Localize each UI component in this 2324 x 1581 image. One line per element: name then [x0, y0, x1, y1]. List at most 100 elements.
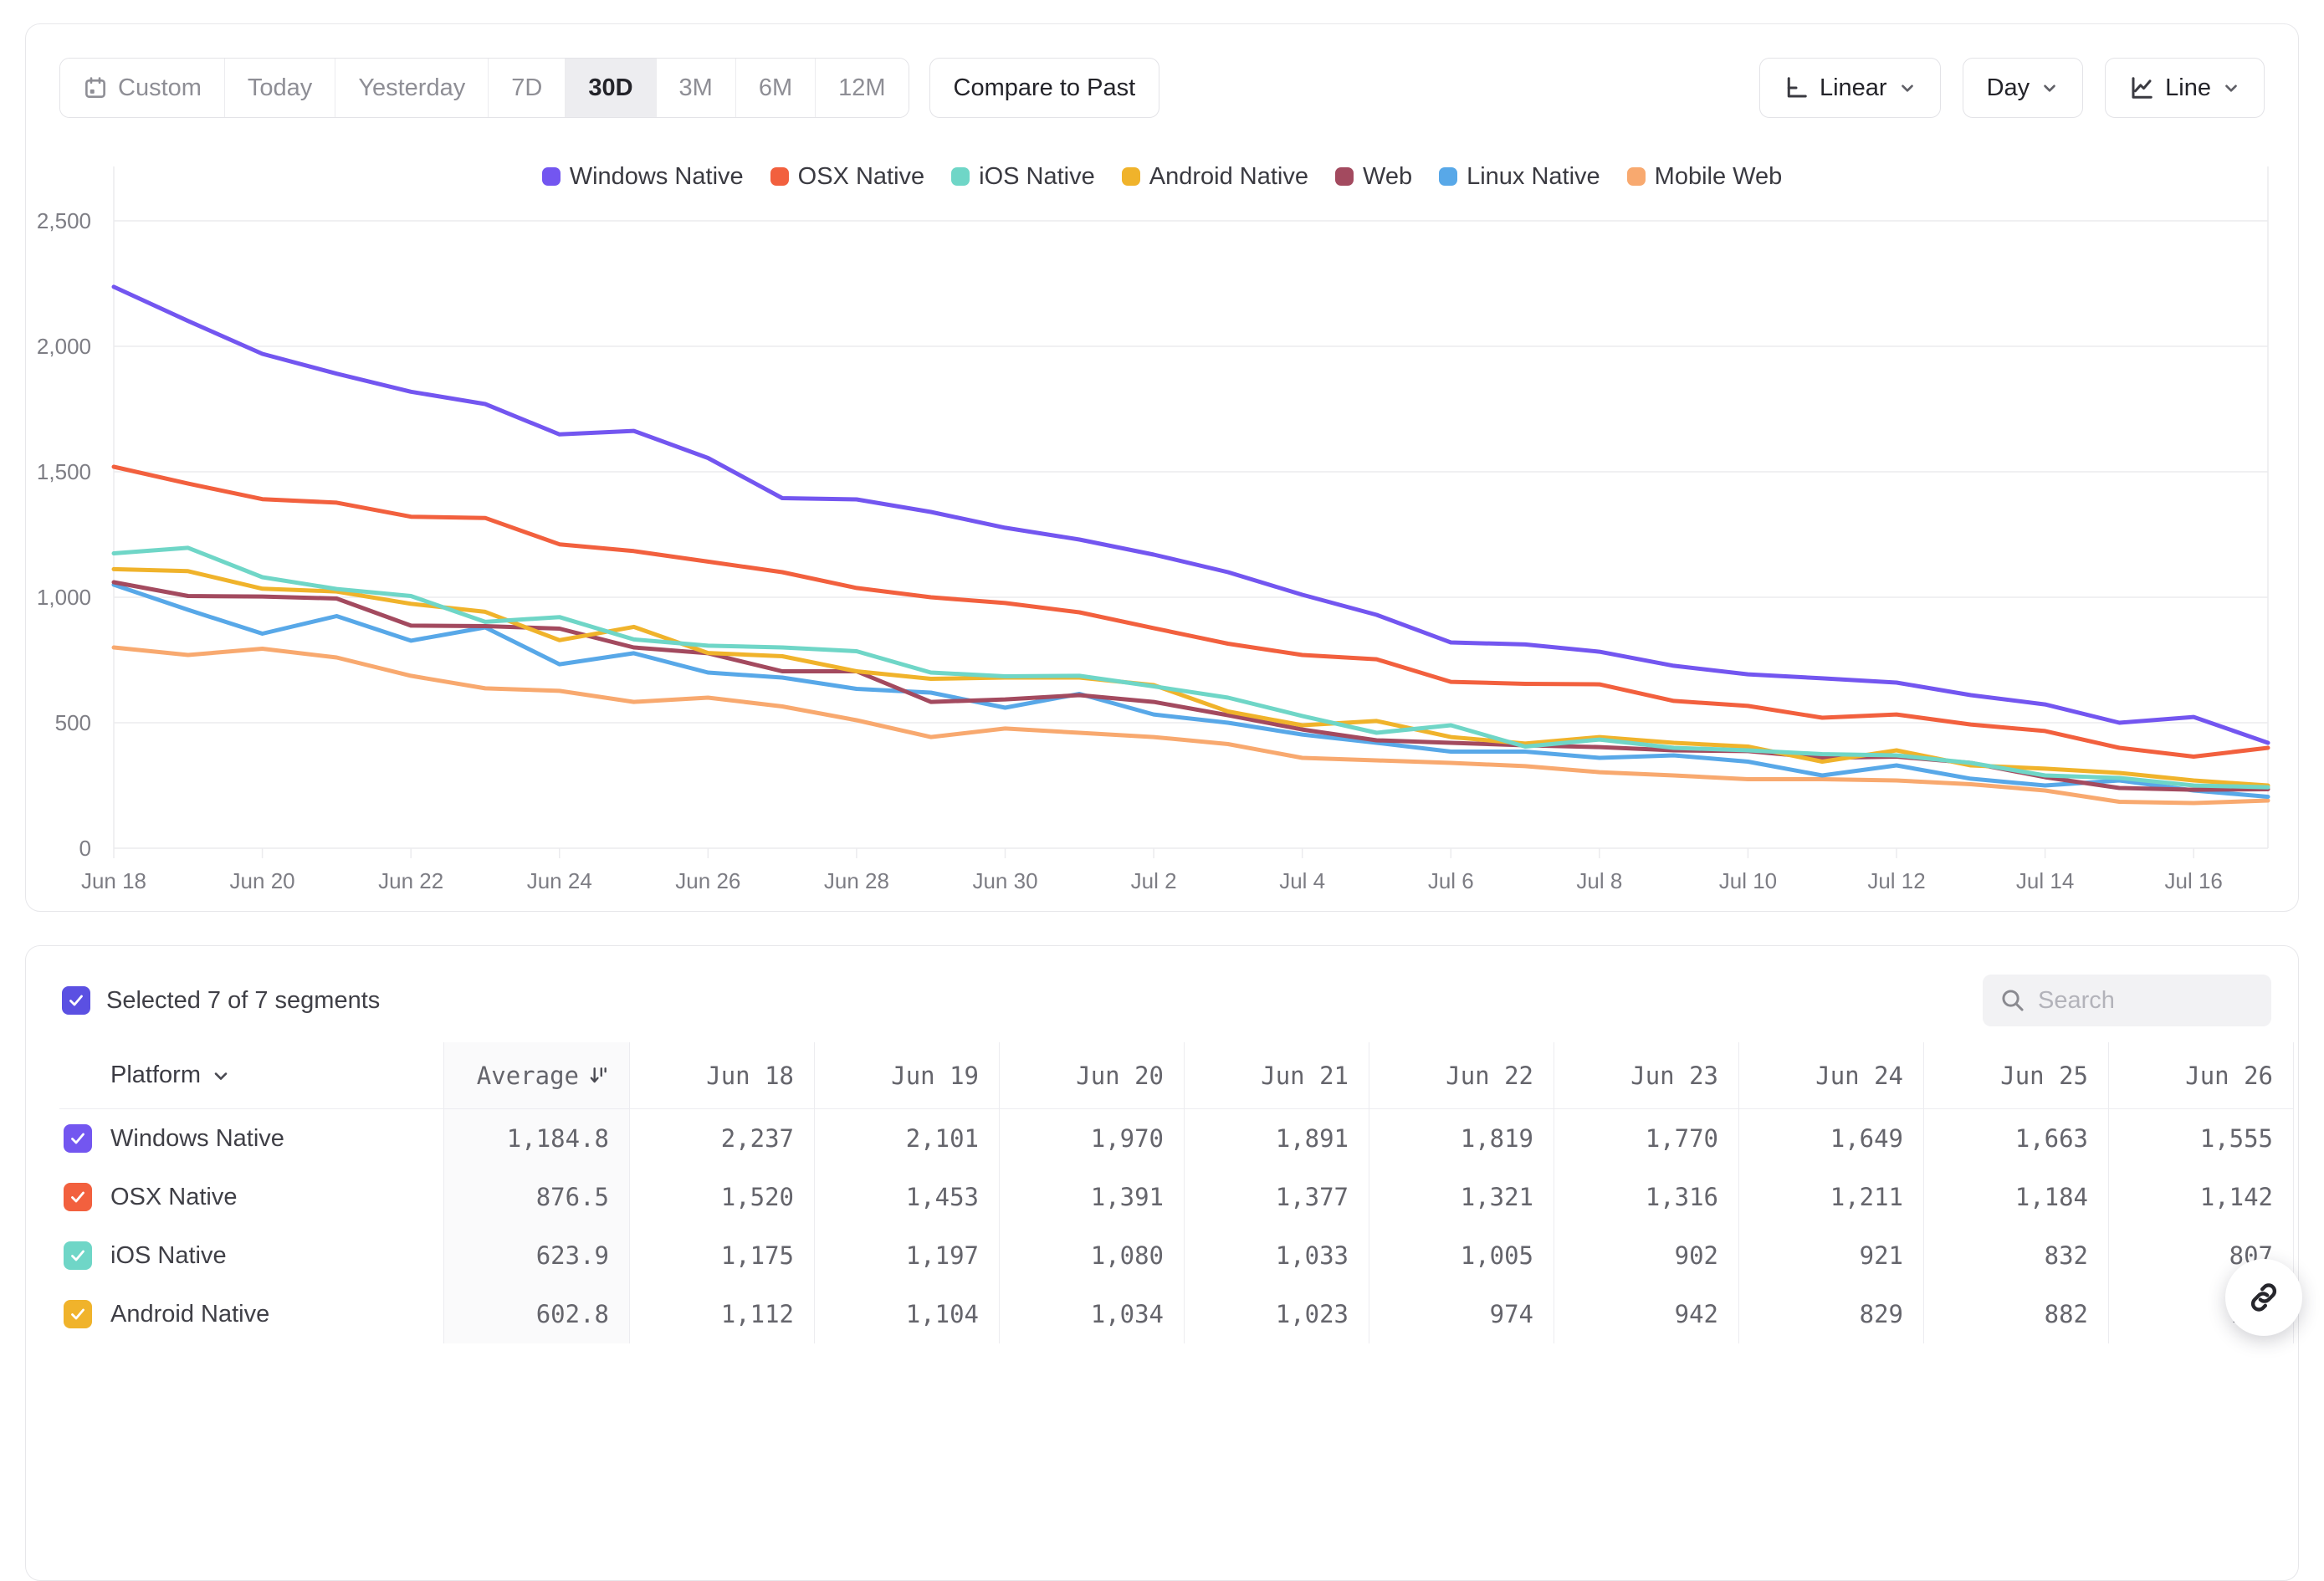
series-line-mobile-web[interactable]	[111, 645, 2270, 806]
chevron-down-icon	[214, 1072, 228, 1080]
value-cell: 1,211	[1739, 1168, 1924, 1226]
chart-type-dropdown-label: Line	[2165, 74, 2211, 101]
value-cell: 1,453	[815, 1168, 1000, 1226]
x-axis-label: Jul 6	[1428, 868, 1474, 893]
value-cell: 1,005	[1369, 1226, 1554, 1285]
range-label: 12M	[838, 74, 886, 101]
range-30d[interactable]: 30D	[565, 59, 656, 117]
legend-label: Linux Native	[1467, 162, 1600, 190]
chevron-down-icon	[1901, 84, 1913, 92]
range-label: Today	[247, 74, 313, 101]
date-column-header[interactable]: Jun 19	[815, 1042, 1000, 1109]
chart-card: Custom Today Yesterday 7D 30D 3M 6M 12M Compare…	[25, 23, 2299, 912]
value-cell: 1,033	[1185, 1226, 1369, 1285]
date-column-header[interactable]: Jun 25	[1924, 1042, 2109, 1109]
scale-dropdown-label: Linear	[1819, 74, 1887, 101]
range-3m[interactable]: 3M	[655, 59, 735, 117]
value-cell: 1,555	[2109, 1109, 2294, 1168]
legend-label: Web	[1362, 162, 1413, 190]
share-link-button[interactable]	[2225, 1259, 2302, 1336]
date-column-header[interactable]: Jun 21	[1185, 1042, 1369, 1109]
value-cell: 1,391	[1000, 1168, 1185, 1226]
legend-color-chip	[951, 167, 970, 186]
x-axis-label: Jun 30	[972, 868, 1037, 893]
date-column-header[interactable]: Jun 23	[1554, 1042, 1739, 1109]
date-column-header[interactable]: Jun 24	[1739, 1042, 1924, 1109]
series-line-android-native[interactable]	[111, 566, 2270, 788]
series-line-linux-native[interactable]	[111, 582, 2270, 799]
value-cell: 1,891	[1185, 1109, 1369, 1168]
range-12m[interactable]: 12M	[815, 59, 909, 117]
legend-item-ios-native[interactable]: iOS Native	[951, 163, 1095, 191]
legend-item-mobile-web[interactable]: Mobile Web	[1626, 162, 1783, 191]
value-cell: 1,175	[630, 1226, 815, 1285]
platform-name: OSX Native	[110, 1183, 238, 1210]
segment-search[interactable]	[1983, 975, 2271, 1026]
legend-color-chip	[1626, 167, 1646, 186]
compare-to-past-label: Compare to Past	[953, 74, 1136, 101]
x-axis-label: Jun 18	[81, 868, 146, 893]
range-label: Custom	[118, 74, 202, 101]
x-axis-label: Jul 16	[2165, 868, 2223, 893]
legend-color-chip	[770, 167, 789, 186]
legend-item-linux-native[interactable]: Linux Native	[1439, 163, 1600, 191]
platform-name: Android Native	[110, 1300, 270, 1328]
y-axis-label: 500	[55, 710, 91, 735]
date-column-header[interactable]: Jun 22	[1369, 1042, 1554, 1109]
series-line-osx-native[interactable]	[111, 464, 2270, 759]
range-label: 7D	[511, 74, 543, 101]
range-label: 30D	[588, 74, 633, 101]
range-custom[interactable]: Custom	[60, 59, 224, 117]
legend-item-android-native[interactable]: Android Native	[1121, 163, 1308, 191]
legend-item-osx-native[interactable]: OSX Native	[770, 163, 924, 191]
link-icon	[2250, 1283, 2277, 1312]
compare-to-past-button[interactable]: Compare to Past	[929, 58, 1160, 118]
segments-table-card: Selected 7 of 7 segments Platform Average…	[25, 945, 2299, 1581]
x-axis-label: Jul 8	[1576, 868, 1622, 893]
average-value-cell: 876.5	[444, 1168, 630, 1226]
check-icon	[71, 1133, 84, 1144]
search-icon	[2002, 990, 2024, 1011]
value-cell: 1,034	[1000, 1285, 1185, 1343]
value-cell: 1,649	[1739, 1109, 1924, 1168]
legend-label: Mobile Web	[1654, 162, 1783, 190]
range-today[interactable]: Today	[223, 59, 335, 117]
average-column-header[interactable]: Average	[444, 1042, 630, 1109]
date-column-header[interactable]: Jun 20	[1000, 1042, 1185, 1109]
x-axis-label: Jul 2	[1131, 868, 1177, 893]
value-cell: 974	[1369, 1285, 1554, 1343]
chevron-down-icon	[2225, 84, 2237, 92]
series-line-windows-native[interactable]	[111, 284, 2270, 745]
line-chart-icon	[2132, 77, 2153, 99]
legend-item-windows-native[interactable]: Windows Native	[541, 163, 744, 191]
range-7d[interactable]: 7D	[488, 59, 566, 117]
range-6m[interactable]: 6M	[735, 59, 816, 117]
table-row-platform: Windows Native	[59, 1109, 444, 1168]
row-checkbox[interactable]	[64, 1183, 92, 1211]
interval-dropdown[interactable]: Day	[1962, 58, 2084, 118]
search-input[interactable]	[2038, 986, 2239, 1015]
series-line-ios-native[interactable]	[111, 545, 2270, 790]
select-all-checkbox[interactable]	[62, 986, 90, 1015]
row-checkbox[interactable]	[64, 1124, 92, 1153]
range-label: Yesterday	[358, 74, 466, 101]
chart-type-dropdown[interactable]: Line	[2105, 58, 2265, 118]
value-cell: 1,819	[1369, 1109, 1554, 1168]
row-checkbox[interactable]	[64, 1241, 92, 1270]
platform-column-header[interactable]: Platform	[59, 1042, 444, 1109]
date-range-control: Custom Today Yesterday 7D 30D 3M 6M 12M	[59, 58, 909, 118]
check-icon	[71, 1250, 84, 1261]
legend-item-web[interactable]: Web	[1334, 162, 1413, 191]
value-cell: 832	[1924, 1226, 2109, 1285]
y-axis-label: 2,000	[37, 334, 91, 359]
check-icon	[71, 1191, 84, 1203]
scale-dropdown[interactable]: Linear	[1758, 58, 1941, 118]
date-column-header[interactable]: Jun 18	[630, 1042, 815, 1109]
row-checkbox[interactable]	[64, 1300, 92, 1328]
value-cell: 1,770	[1554, 1109, 1739, 1168]
y-axis-label: 0	[79, 836, 91, 861]
date-column-header[interactable]: Jun 26	[2109, 1042, 2294, 1109]
value-cell: 902	[1554, 1226, 1739, 1285]
range-yesterday[interactable]: Yesterday	[335, 59, 489, 117]
chart-legend: Windows Native OSX Native iOS Native Androi…	[26, 161, 2298, 192]
